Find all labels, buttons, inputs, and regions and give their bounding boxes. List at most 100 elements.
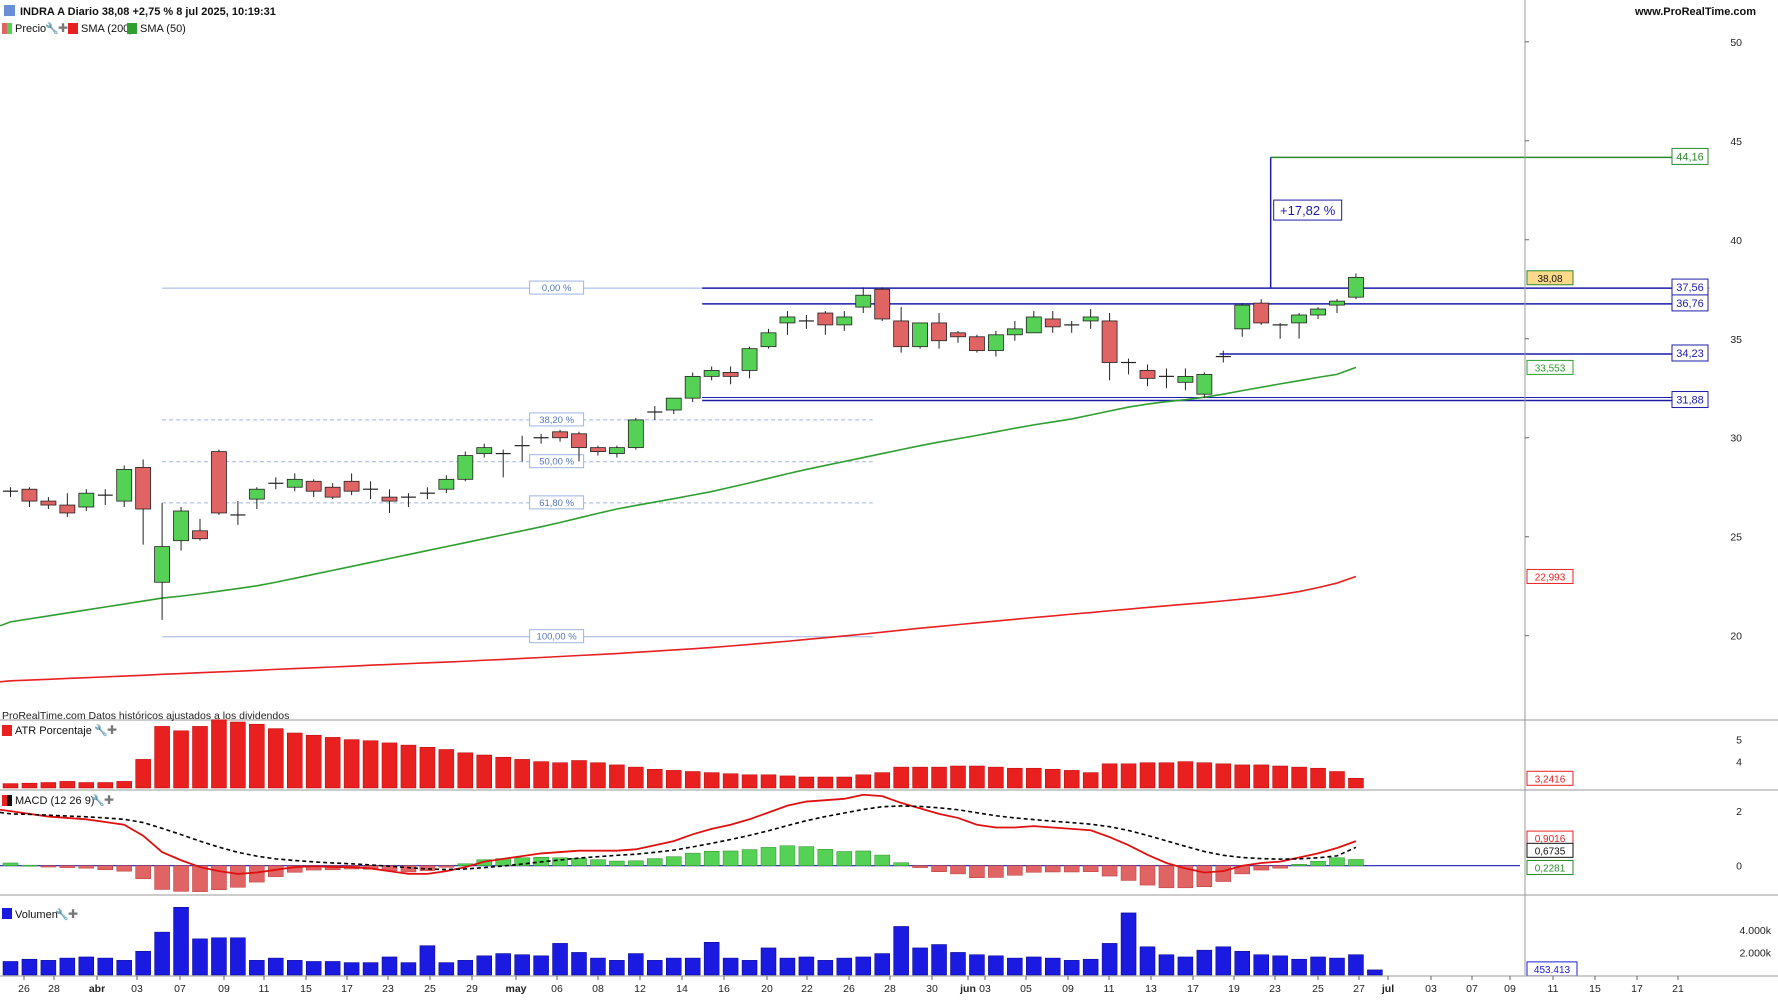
price-candle[interactable] bbox=[665, 397, 682, 414]
price-candle[interactable] bbox=[703, 366, 720, 381]
price-candle[interactable] bbox=[571, 431, 587, 462]
candle-body bbox=[192, 530, 208, 540]
price-candle[interactable] bbox=[931, 313, 947, 349]
price-candle[interactable] bbox=[647, 406, 663, 420]
price-candle[interactable] bbox=[779, 311, 796, 335]
price-candle[interactable] bbox=[400, 493, 416, 508]
sma200-legend-label: SMA (200) bbox=[81, 23, 133, 35]
price-candle[interactable] bbox=[950, 330, 966, 343]
price-candle[interactable] bbox=[1139, 364, 1156, 387]
price-candle[interactable] bbox=[438, 475, 455, 494]
atr-bar bbox=[324, 737, 341, 789]
price-candle[interactable] bbox=[305, 479, 322, 498]
volume-bar bbox=[1177, 956, 1194, 976]
price-candle[interactable] bbox=[1177, 368, 1194, 391]
price-candle[interactable] bbox=[286, 473, 303, 492]
price-candle[interactable] bbox=[381, 489, 398, 513]
price-candle[interactable] bbox=[627, 417, 644, 450]
price-candle[interactable] bbox=[343, 473, 360, 496]
volume-bar bbox=[419, 945, 436, 976]
price-candle[interactable] bbox=[1101, 313, 1118, 381]
price-candle[interactable] bbox=[268, 477, 284, 490]
atr-bar bbox=[2, 783, 19, 789]
price-candle[interactable] bbox=[1253, 299, 1270, 325]
price-candle[interactable] bbox=[1044, 311, 1061, 333]
price-candle[interactable] bbox=[855, 287, 872, 314]
price-candle[interactable] bbox=[817, 311, 834, 335]
price-panel[interactable]: 0,00 % 38,20 % 50,00 % 61,80 % 100,00 % 44,16… bbox=[0, 147, 1710, 683]
time-tick-label: 23 bbox=[382, 983, 394, 995]
price-candle[interactable] bbox=[40, 497, 57, 510]
price-candle[interactable] bbox=[1006, 320, 1023, 341]
atr-panel[interactable]: ATR Porcentaje 🔧 ✚ 5 4 3,2416 bbox=[2, 719, 1742, 789]
price-candle[interactable] bbox=[1272, 322, 1288, 339]
price-candle[interactable] bbox=[116, 465, 133, 508]
price-candle[interactable] bbox=[192, 518, 208, 541]
price-candle[interactable] bbox=[760, 328, 777, 349]
price-candle[interactable] bbox=[173, 507, 189, 551]
price-candle[interactable] bbox=[248, 487, 265, 510]
price-candle[interactable] bbox=[988, 330, 1004, 357]
price-candle[interactable] bbox=[1329, 299, 1345, 314]
atr-bar bbox=[1253, 764, 1269, 789]
price-candle[interactable] bbox=[21, 487, 38, 508]
price-candle[interactable] bbox=[552, 429, 568, 442]
candle-body bbox=[154, 546, 171, 583]
time-tick-label: 25 bbox=[424, 983, 436, 995]
price-candle[interactable] bbox=[154, 503, 171, 620]
price-candle[interactable] bbox=[1234, 303, 1251, 337]
price-candle[interactable] bbox=[969, 334, 985, 353]
wrench-icon[interactable]: 🔧 bbox=[45, 21, 59, 35]
price-candle[interactable] bbox=[514, 435, 530, 462]
price-candle[interactable] bbox=[135, 459, 152, 545]
atr-bar bbox=[1196, 762, 1213, 789]
price-candle[interactable] bbox=[912, 322, 928, 349]
price-candle[interactable] bbox=[324, 483, 341, 500]
price-level-label-box bbox=[1671, 294, 1709, 312]
price-candle[interactable] bbox=[457, 451, 474, 482]
price-candle[interactable] bbox=[211, 449, 227, 515]
price-candle[interactable] bbox=[533, 433, 549, 444]
price-candle[interactable] bbox=[684, 372, 701, 403]
macd-histogram-bar bbox=[1045, 865, 1061, 873]
price-candle[interactable] bbox=[590, 445, 606, 456]
atr-bar bbox=[249, 723, 265, 789]
price-candle[interactable] bbox=[1082, 309, 1099, 329]
price-candle[interactable] bbox=[722, 366, 739, 385]
price-candle[interactable] bbox=[97, 489, 113, 506]
volume-bar bbox=[268, 957, 284, 976]
volume-bar bbox=[571, 952, 587, 976]
price-candle[interactable] bbox=[893, 307, 910, 353]
atr-bar bbox=[1101, 763, 1118, 789]
price-candle[interactable] bbox=[1291, 313, 1307, 339]
price-candle[interactable] bbox=[1310, 307, 1326, 319]
price-candle[interactable] bbox=[476, 443, 493, 458]
price-candle[interactable] bbox=[1215, 350, 1231, 363]
price-candle[interactable] bbox=[836, 311, 853, 331]
price-candle[interactable] bbox=[1158, 368, 1174, 389]
price-candle[interactable] bbox=[78, 489, 95, 511]
volume-bar bbox=[684, 957, 701, 976]
price-candle[interactable] bbox=[1025, 311, 1042, 334]
time-tick-label: 19 bbox=[1228, 983, 1240, 995]
price-candle[interactable] bbox=[495, 449, 511, 478]
volume-bar bbox=[1101, 943, 1118, 976]
price-candle[interactable] bbox=[741, 346, 758, 379]
price-candle[interactable] bbox=[59, 493, 76, 517]
price-candle[interactable] bbox=[1121, 358, 1137, 375]
volume-panel[interactable]: Volumen🔧 ✚ 4.000k 2.000k 453.413 bbox=[2, 907, 1772, 977]
price-candle[interactable] bbox=[3, 487, 18, 498]
price-candle[interactable] bbox=[798, 314, 814, 329]
price-candle[interactable] bbox=[609, 445, 625, 458]
price-candle[interactable] bbox=[419, 487, 435, 500]
price-candle[interactable] bbox=[1196, 372, 1213, 399]
price-candle[interactable] bbox=[1348, 273, 1364, 300]
price-candle[interactable] bbox=[1064, 320, 1080, 333]
plus-icon[interactable]: ✚ bbox=[58, 21, 68, 35]
macd-histogram-bar bbox=[438, 865, 455, 868]
price-candle[interactable] bbox=[230, 501, 246, 525]
time-tick-label: 21 bbox=[1672, 983, 1684, 995]
price-candle[interactable] bbox=[363, 481, 379, 500]
price-candle[interactable] bbox=[874, 287, 891, 321]
